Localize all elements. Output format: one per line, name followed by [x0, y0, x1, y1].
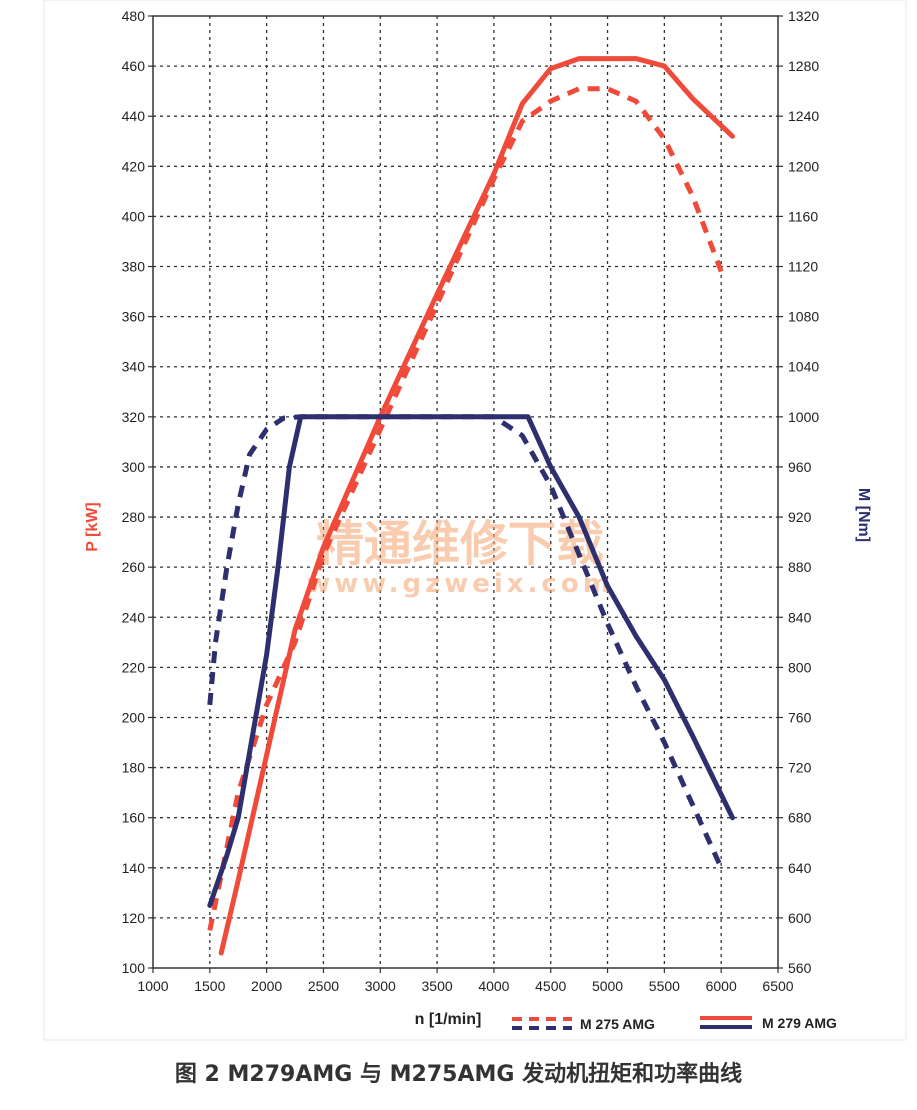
left-y-tick-label: 380	[122, 259, 146, 275]
right-y-tick-label: 1080	[788, 309, 819, 325]
right-y-tick-label: 1000	[788, 409, 819, 425]
right-axis-title: M [Nm]	[855, 488, 872, 542]
x-tick-label: 6500	[762, 978, 793, 994]
right-y-tick-label: 840	[788, 609, 812, 625]
left-y-tick-label: 100	[122, 960, 146, 976]
left-y-tick-label: 340	[122, 359, 146, 375]
right-y-tick-labels: 560 600 640 680 720 760 800 840 880 920 960 1000 104…	[778, 8, 819, 976]
x-tick-label: 4500	[535, 978, 566, 994]
x-tick-label: 3000	[365, 978, 396, 994]
left-y-tick-label: 120	[122, 910, 146, 926]
right-y-tick-label: 1320	[788, 8, 819, 24]
left-y-tick-label: 280	[122, 509, 146, 525]
x-tick-label: 5500	[649, 978, 680, 994]
left-y-tick-label: 160	[122, 810, 146, 826]
left-axis-title: P [kW]	[84, 502, 101, 551]
x-tick-labels: 1000 1500 2000 2500 3000 3500 4000 4500 5000 5500…	[137, 968, 794, 994]
left-y-tick-label: 420	[122, 158, 146, 174]
x-tick-label: 5000	[592, 978, 623, 994]
watermark-title: 精通维修下载	[316, 516, 604, 572]
left-y-tick-label: 200	[122, 709, 146, 725]
x-axis-title: n [1/min]	[415, 1011, 482, 1028]
figure-border	[43, 0, 907, 1041]
right-y-tick-label: 1040	[788, 359, 819, 375]
left-y-tick-label: 260	[122, 559, 146, 575]
engine-curve-chart: 1000 1500 2000 2500 3000 3500 4000 4500 5000 5500…	[43, 0, 907, 1041]
right-y-tick-label: 600	[788, 910, 812, 926]
series-line-m-275-amg-power	[207, 86, 724, 931]
right-y-tick-label: 1120	[788, 259, 818, 275]
x-tick-label: 3500	[422, 978, 453, 994]
right-y-tick-label: 1280	[788, 58, 819, 74]
series-line-m-279-amg-power	[218, 56, 735, 956]
left-y-tick-label: 440	[122, 108, 146, 124]
figure-caption: 图 2 M279AMG 与 M275AMG 发动机扭矩和功率曲线	[174, 1062, 743, 1087]
right-y-tick-label: 1200	[788, 158, 819, 174]
gridlines	[153, 16, 778, 968]
legend-m279-label: M 279 AMG	[762, 1015, 837, 1031]
legend-m275-label: M 275 AMG	[580, 1016, 655, 1032]
left-y-tick-label: 460	[122, 58, 146, 74]
series-lines	[207, 56, 735, 956]
left-y-tick-label: 220	[122, 659, 146, 675]
left-y-tick-label: 360	[122, 309, 146, 325]
plot-frame	[152, 15, 779, 969]
left-y-tick-label: 140	[122, 860, 146, 876]
x-tick-label: 4000	[478, 978, 509, 994]
series-line-m-279-amg-torque	[207, 414, 735, 908]
right-y-tick-label: 720	[788, 760, 812, 776]
x-tick-label: 2000	[251, 978, 282, 994]
series-line-m-275-amg-torque	[207, 414, 724, 869]
right-y-tick-label: 1160	[788, 208, 818, 224]
x-tick-label: 1500	[194, 978, 225, 994]
left-y-tick-label: 480	[122, 8, 146, 24]
watermark: 精通维修下载 www.gzweix.com	[306, 516, 614, 599]
left-y-tick-label: 300	[122, 459, 146, 475]
legend: M 275 AMG M 279 AMG	[512, 1015, 837, 1032]
left-y-tick-label: 320	[122, 409, 146, 425]
right-y-tick-label: 640	[788, 860, 812, 876]
right-y-tick-label: 960	[788, 459, 812, 475]
x-tick-label: 1000	[137, 978, 168, 994]
plot-border	[152, 15, 779, 969]
watermark-url: www.gzweix.com	[306, 569, 614, 599]
left-y-tick-labels: 100 120 140 160 180 200 220 240 260 280 300 320 340 3…	[122, 8, 153, 976]
right-y-tick-label: 1240	[788, 108, 819, 124]
right-y-tick-label: 680	[788, 810, 812, 826]
right-y-tick-label: 880	[788, 559, 812, 575]
right-y-tick-label: 760	[788, 709, 812, 725]
right-y-tick-label: 560	[788, 960, 812, 976]
left-y-tick-label: 400	[122, 208, 146, 224]
left-y-tick-label: 240	[122, 609, 146, 625]
left-y-tick-label: 180	[122, 760, 146, 776]
right-y-tick-label: 800	[788, 659, 812, 675]
right-y-tick-label: 920	[788, 509, 812, 525]
x-tick-label: 2500	[308, 978, 339, 994]
x-tick-label: 6000	[706, 978, 737, 994]
